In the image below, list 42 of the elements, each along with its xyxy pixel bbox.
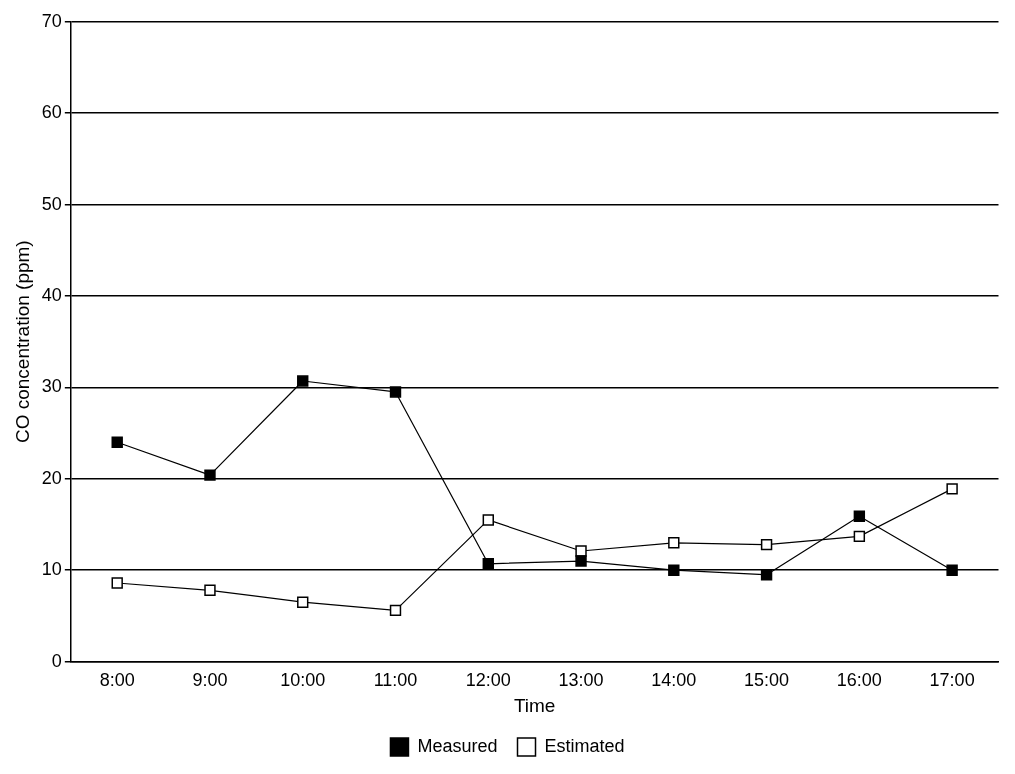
point (297, 596, 309, 608)
x-tick-label: 8:00 (99, 670, 135, 691)
point (204, 469, 216, 481)
y-tick-label: 50 (41, 193, 62, 214)
point (668, 564, 680, 576)
point (946, 564, 958, 576)
point (575, 545, 587, 557)
x-axis-title: Time (513, 694, 556, 716)
x-tick-label: 17:00 (929, 670, 975, 691)
y-tick-label: 0 (51, 650, 62, 671)
point (389, 386, 402, 398)
x-tick-label: 9:00 (192, 670, 228, 691)
point (575, 555, 587, 567)
y-tick-label: 40 (41, 284, 62, 305)
point (760, 569, 773, 581)
y-tick-label: 20 (41, 467, 62, 488)
legend-label: Estimated (544, 735, 625, 756)
point (482, 514, 494, 526)
x-tick-label: 12:00 (465, 670, 511, 691)
y-tick-label: 60 (41, 102, 62, 123)
point (760, 538, 773, 551)
point (111, 577, 123, 589)
point (111, 436, 123, 448)
y-axis-title: CO concentration (ppm) (11, 240, 33, 444)
point (204, 584, 216, 597)
x-tick-label: 11:00 (373, 670, 418, 691)
point (297, 375, 309, 387)
x-tick-label: 13:00 (558, 670, 604, 691)
point (853, 510, 866, 522)
point (482, 558, 494, 570)
y-tick-label: 30 (41, 376, 62, 397)
x-tick-label: 16:00 (836, 670, 882, 691)
point (853, 530, 866, 543)
legend-label: Measured (417, 735, 498, 756)
point (389, 604, 402, 617)
y-tick-label: 70 (41, 10, 62, 31)
point (668, 537, 680, 549)
y-tick-label: 10 (41, 559, 62, 580)
point (946, 483, 958, 495)
x-tick-label: 10:00 (280, 670, 326, 691)
x-tick-label: 15:00 (744, 670, 790, 691)
x-tick-label: 14:00 (651, 670, 697, 691)
